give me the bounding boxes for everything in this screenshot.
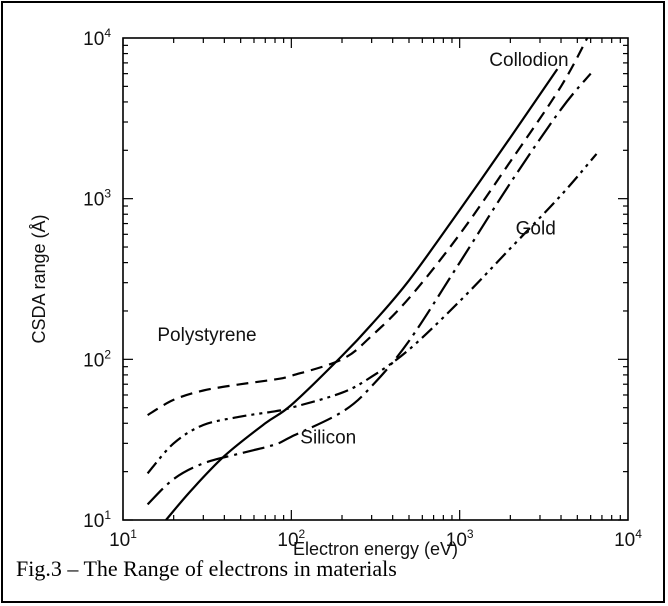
x-tick-label: 101 [109, 527, 137, 551]
curve-gold [148, 154, 597, 474]
plot-area [123, 38, 628, 520]
label-polystyrene: Polystyrene [157, 325, 256, 346]
figure-caption: Fig.3 – The Range of electrons in materi… [16, 556, 397, 582]
label-collodion: Collodion [489, 50, 568, 71]
x-tick-label: 104 [614, 527, 642, 551]
y-axis-title: CSDA range (Å) [29, 214, 49, 343]
y-tick-label: 102 [83, 347, 111, 371]
y-tick-label: 104 [83, 26, 111, 50]
axis-ticks [123, 38, 628, 520]
curve-collodion [166, 69, 557, 520]
curve-silicon [148, 74, 591, 505]
plot-border [123, 38, 628, 520]
chart-curves [148, 31, 597, 520]
label-silicon: Silicon [300, 427, 356, 448]
y-tick-label: 101 [83, 508, 111, 532]
label-gold: Gold [516, 218, 556, 239]
y-tick-label: 103 [83, 187, 111, 211]
